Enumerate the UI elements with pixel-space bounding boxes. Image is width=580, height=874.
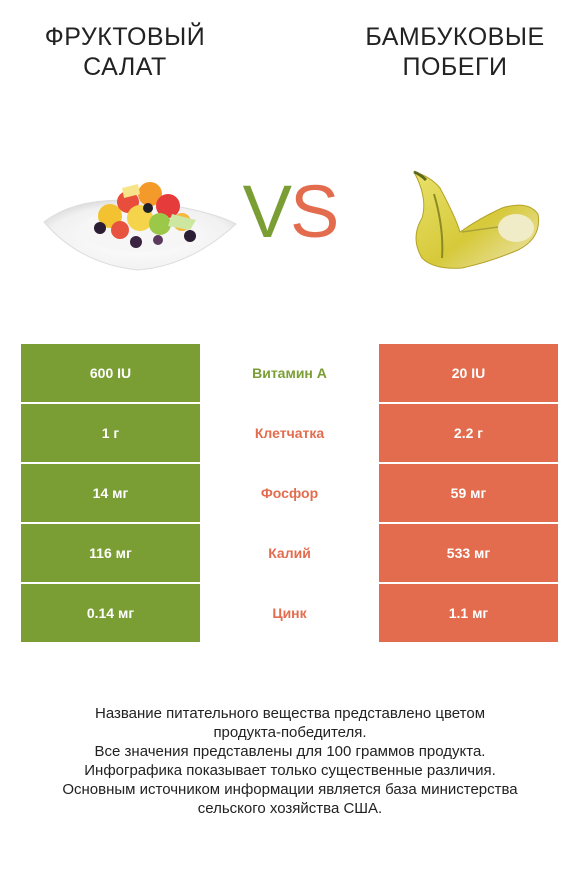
right-title-line1: БАМБУКОВЫЕ	[365, 23, 545, 51]
left-value: 600 IU	[21, 344, 200, 402]
table-row: 116 мг Калий 533 мг	[21, 524, 558, 582]
table-row: 0.14 мг Цинк 1.1 мг	[21, 584, 558, 642]
vs-s-letter: S	[290, 170, 339, 253]
footer-line: Все значения представлены для 100 граммо…	[94, 743, 486, 760]
nutrient-comparison-table: 600 IU Витамин А 20 IU 1 г Клетчатка 2.2 г 14 …	[21, 344, 558, 644]
nutrient-name: Цинк	[200, 584, 379, 642]
vs-v-letter: V	[242, 170, 292, 253]
table-row: 14 мг Фосфор 59 мг	[21, 464, 558, 522]
table-row: 1 г Клетчатка 2.2 г	[21, 404, 558, 462]
left-food-title: ФРУКТОВЫЙ САЛАТ	[0, 22, 250, 82]
nutrient-name: Клетчатка	[200, 404, 379, 462]
left-title-line1: ФРУКТОВЫЙ	[44, 23, 206, 51]
right-value: 59 мг	[379, 464, 558, 522]
nutrient-name: Калий	[200, 524, 379, 582]
nutrient-name: Витамин А	[200, 344, 379, 402]
footer-notes: Название питательного вещества представл…	[10, 704, 570, 818]
right-food-title: БАМБУКОВЫЕ ПОБЕГИ	[330, 22, 580, 82]
left-title-line2: САЛАТ	[83, 53, 167, 81]
right-value: 2.2 г	[379, 404, 558, 462]
bamboo-shoot-image	[400, 158, 550, 278]
vs-label: VS	[224, 172, 356, 252]
footer-line: Название питательного вещества представл…	[94, 705, 486, 722]
fruit-salad-image	[40, 158, 240, 278]
left-value: 0.14 мг	[21, 584, 200, 642]
table-row: 600 IU Витамин А 20 IU	[21, 344, 558, 402]
footer-line: продукта-победителя.	[213, 724, 367, 741]
right-value: 20 IU	[379, 344, 558, 402]
footer-line: Инфографика показывает только существенн…	[84, 762, 496, 779]
left-value: 14 мг	[21, 464, 200, 522]
right-value: 1.1 мг	[379, 584, 558, 642]
right-value: 533 мг	[379, 524, 558, 582]
footer-line: Основным источником информации является …	[62, 781, 518, 798]
nutrient-name: Фосфор	[200, 464, 379, 522]
footer-line: сельского хозяйства США.	[197, 800, 383, 817]
left-value: 116 мг	[21, 524, 200, 582]
right-title-line2: ПОБЕГИ	[402, 53, 508, 81]
left-value: 1 г	[21, 404, 200, 462]
